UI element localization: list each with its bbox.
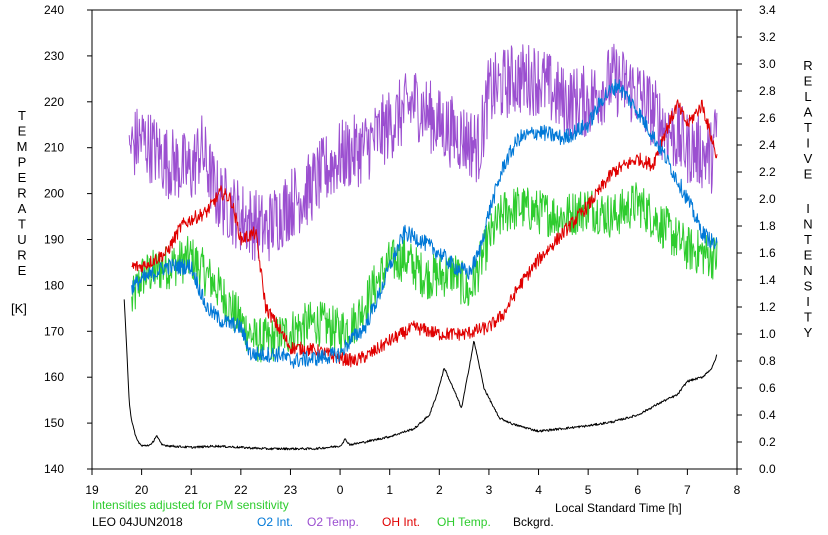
left-axis-letter: U (17, 232, 26, 247)
series-line-o2int (131, 79, 718, 369)
right-tick-label: 1.4 (759, 273, 776, 287)
x-axis-title: Local Standard Time [h] (555, 501, 682, 515)
x-tick-label: 22 (234, 483, 248, 497)
left-tick-label: 150 (44, 416, 64, 430)
right-tick-label: 2.0 (759, 192, 776, 206)
legend-oh-int: OH Int. (382, 515, 420, 529)
left-axis-letter: P (18, 155, 27, 170)
right-tick-label: 2.4 (759, 138, 776, 152)
right-axis-letter: V (804, 151, 813, 166)
right-axis-letter: E (804, 248, 813, 263)
right-axis-letter: E (804, 74, 813, 89)
left-axis-letter: R (17, 186, 26, 201)
chart-note: Intensities adjusted for PM sensitivity (92, 498, 289, 512)
x-tick-label: 21 (185, 483, 199, 497)
right-axis-letter: T (804, 232, 812, 247)
left-axis-letter: M (17, 139, 28, 154)
series-line-ohtemp (131, 182, 718, 363)
x-tick-label: 23 (284, 483, 298, 497)
right-axis-letter: N (803, 263, 812, 278)
right-tick-label: 0.2 (759, 435, 776, 449)
right-tick-label: 3.2 (759, 30, 776, 44)
x-tick-label: 4 (535, 483, 542, 497)
right-axis-letter: A (804, 105, 813, 120)
left-tick-label: 220 (44, 95, 64, 109)
left-tick-label: 190 (44, 233, 64, 247)
right-axis-letter: Y (804, 325, 813, 340)
left-tick-label: 160 (44, 370, 64, 384)
left-axis-letter: A (18, 201, 27, 216)
left-tick-label: 170 (44, 324, 64, 338)
left-tick-label: 230 (44, 49, 64, 63)
left-axis-letter: E (18, 124, 27, 139)
right-axis-letter: T (804, 120, 812, 135)
right-tick-label: 1.8 (759, 219, 776, 233)
legend: O2 Int. O2 Temp. OH Int. OH Temp. Bckgrd… (257, 515, 554, 529)
legend-oh-temp: OH Temp. (437, 515, 491, 529)
right-tick-label: 2.6 (759, 111, 776, 125)
left-axis-letter: E (18, 263, 27, 278)
right-axis-letter: I (806, 294, 810, 309)
station-label: LEO 04JUN2018 (92, 515, 183, 529)
left-axis-unit: [K] (11, 301, 27, 316)
x-tick-label: 6 (634, 483, 641, 497)
x-tick-label: 8 (734, 483, 741, 497)
left-axis-letter: R (17, 248, 26, 263)
series-layer (123, 43, 718, 451)
right-axis-letter: E (804, 167, 813, 182)
x-tick-label: 5 (585, 483, 592, 497)
right-axis-letter: I (806, 136, 810, 151)
legend-bckgrd: Bckgrd. (513, 515, 554, 529)
right-tick-label: 0.8 (759, 354, 776, 368)
left-tick-label: 200 (44, 187, 64, 201)
right-tick-label: 0.6 (759, 381, 776, 395)
left-tick-label: 140 (44, 462, 64, 476)
right-tick-label: 1.2 (759, 300, 776, 314)
left-tick-label: 180 (44, 278, 64, 292)
x-tick-label: 1 (386, 483, 393, 497)
x-tick-label: 2 (436, 483, 443, 497)
x-tick-label: 19 (85, 483, 99, 497)
series-line-o2temp (128, 43, 718, 262)
left-axis-letter: E (18, 170, 27, 185)
x-tick-label: 0 (337, 483, 344, 497)
legend-o2-temp: O2 Temp. (307, 515, 359, 529)
right-axis-letter: I (806, 201, 810, 216)
right-axis-letter: T (804, 310, 812, 325)
right-tick-label: 0.0 (759, 462, 776, 476)
series-line-ohint (131, 99, 718, 368)
legend-o2-int: O2 Int. (257, 515, 293, 529)
right-axis-letter: N (803, 217, 812, 232)
right-axis-letter: L (804, 89, 811, 104)
right-tick-label: 0.4 (759, 408, 776, 422)
left-axis: 140 150 160 170 180 190 200 210 220 230 240 (44, 3, 92, 476)
left-axis-letter: T (18, 217, 26, 232)
x-tick-label: 3 (486, 483, 493, 497)
right-tick-label: 1.6 (759, 246, 776, 260)
right-axis: 0.0 0.2 0.4 0.6 0.8 1.0 1.2 1.4 1.6 1.8 2.0 2.2 2.4 2… (737, 3, 776, 476)
right-tick-label: 2.2 (759, 165, 776, 179)
left-tick-label: 240 (44, 3, 64, 17)
right-tick-label: 1.0 (759, 327, 776, 341)
right-tick-label: 2.8 (759, 84, 776, 98)
left-tick-label: 210 (44, 141, 64, 155)
right-tick-label: 3.4 (759, 3, 776, 17)
right-axis-letter: S (804, 279, 813, 294)
x-tick-label: 7 (684, 483, 691, 497)
series-line-bckgrd (123, 299, 718, 451)
left-axis-letter: T (18, 108, 26, 123)
right-tick-label: 3.0 (759, 57, 776, 71)
x-tick-label: 20 (135, 483, 149, 497)
right-axis-letter: R (803, 58, 812, 73)
x-axis: 19 20 21 22 23 0 1 2 3 4 5 6 7 8 (85, 469, 741, 497)
